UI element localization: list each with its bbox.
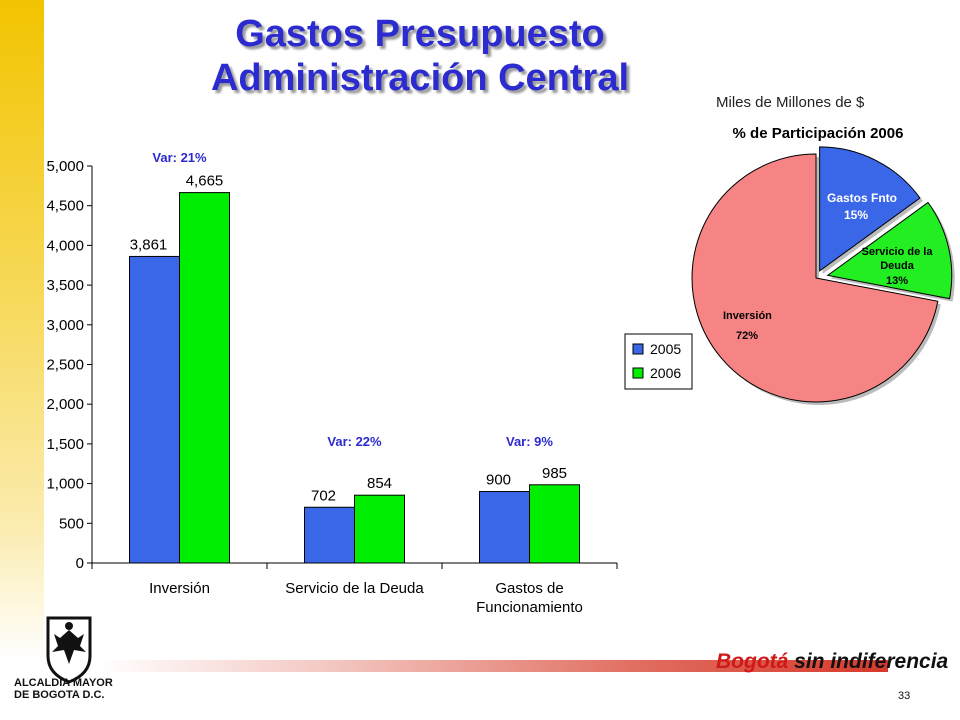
variation-label: Var: 21%: [152, 150, 207, 165]
bar-value-label: 985: [542, 465, 567, 482]
y-tick-label: 1,000: [46, 476, 84, 493]
bar-value-label: 4,665: [186, 173, 224, 190]
pie-pct-inversion: 72%: [736, 330, 758, 342]
brand-part-1: Bogotá: [716, 650, 789, 673]
pie-pct-servicio-deuda: 13%: [886, 275, 908, 287]
bar-value-label: 3,861: [130, 236, 168, 253]
pie-label-servicio-deuda: Deuda: [880, 260, 915, 272]
page-number: 33: [898, 690, 911, 702]
bar-2006-1: [354, 494, 405, 564]
pie-title: % de Participación 2006: [733, 125, 904, 142]
y-tick-label: 2,500: [46, 357, 84, 374]
y-tick-label: 2,000: [46, 396, 84, 413]
bar-2006-0: [179, 192, 230, 564]
y-tick-label: 5,000: [46, 158, 84, 175]
legend-box: [624, 333, 693, 390]
y-tick-label: 1,500: [46, 436, 84, 453]
legend-label-2005: 2005: [650, 341, 681, 357]
bar-value-label: 854: [367, 475, 392, 492]
bar-2005-1: [304, 506, 355, 564]
footer-band: [98, 660, 888, 672]
pie-slice-0: [819, 146, 921, 272]
y-tick-label: 0: [76, 555, 84, 572]
variation-label: Var: 9%: [506, 434, 553, 449]
title-line-1: Gastos Presupuesto: [235, 13, 605, 55]
brand-slogan: Bogotá sin indiferencia: [716, 650, 948, 674]
city-hall-logo-text: ALCALDIA MAYOR DE BOGOTA D.C.: [14, 677, 113, 701]
pie-slice-1: [826, 201, 953, 300]
pie-slice-2: [691, 153, 939, 403]
brand-part-2: sin indiferencia: [794, 650, 949, 673]
y-tick-label: 3,500: [46, 277, 84, 294]
y-tick-label: 500: [59, 515, 84, 532]
pie-label-inversion: Inversión: [723, 310, 772, 322]
coat-of-arms-icon: [46, 616, 92, 684]
pie-label-gastos-fnto: Gastos Fnto: [827, 191, 897, 205]
title-line-2: Administración Central: [210, 57, 630, 99]
bar-2005-2: [479, 491, 530, 564]
variation-label: Var: 22%: [327, 434, 382, 449]
x-category-label: Servicio de la Deuda: [285, 580, 424, 597]
x-category-label: Inversión: [149, 580, 210, 597]
units-label: Miles de Millones de $: [716, 94, 865, 111]
x-category-label: Gastos de: [495, 580, 563, 597]
legend-label-2006: 2006: [650, 365, 681, 381]
y-tick-label: 4,500: [46, 198, 84, 215]
logo-line-1: ALCALDIA MAYOR: [14, 677, 113, 689]
legend-swatch-2005: [632, 343, 644, 355]
x-category-label: Funcionamiento: [476, 599, 583, 616]
pie-pct-gastos-fnto: 15%: [844, 208, 868, 222]
page-title: Gastos Presupuesto Administración Centra…: [160, 12, 680, 100]
y-tick-label: 3,000: [46, 317, 84, 334]
left-decorative-band: [0, 0, 44, 660]
bar-value-label: 702: [311, 487, 336, 504]
legend-swatch-2006: [632, 367, 644, 379]
bar-value-label: 900: [486, 472, 511, 489]
y-tick-label: 4,000: [46, 237, 84, 254]
bar-2005-0: [129, 255, 180, 564]
bar-2006-2: [529, 484, 580, 564]
logo-line-2: DE BOGOTA D.C.: [14, 689, 105, 701]
chart-legend: 2005 2006: [624, 333, 693, 390]
pie-label-servicio-deuda: Servicio de la: [862, 246, 934, 258]
